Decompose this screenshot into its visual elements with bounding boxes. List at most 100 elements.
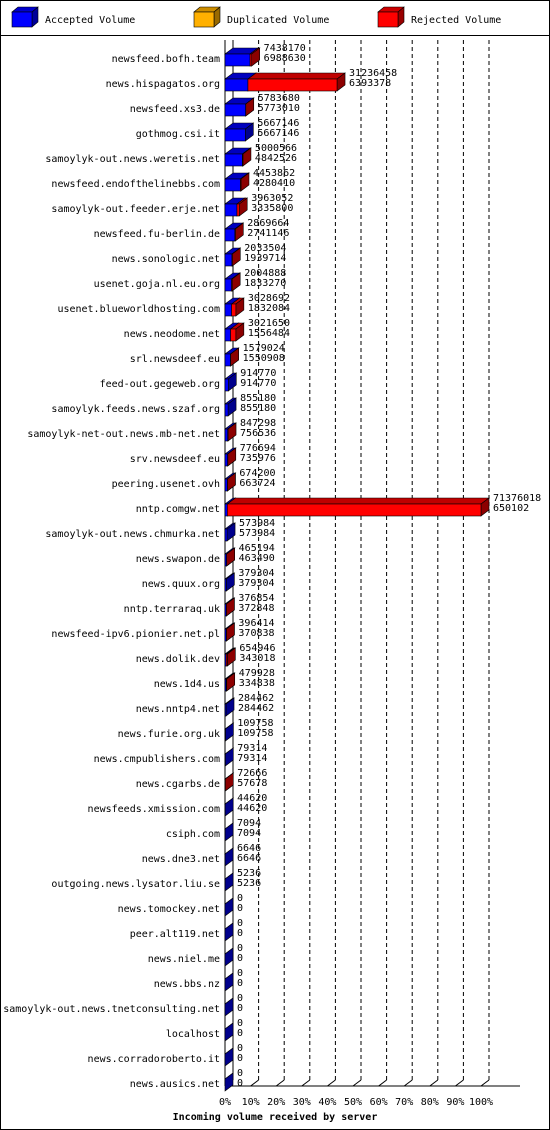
accepted-label: 0: [237, 1003, 243, 1014]
accepted-label: 6393378: [349, 78, 391, 89]
bar: [224, 403, 229, 417]
x-tick: [429, 1079, 439, 1087]
x-axis-title: Incoming volume received by server: [173, 1111, 378, 1123]
category-label: news.neodome.net: [124, 329, 220, 340]
bar: [224, 278, 232, 292]
bar: [249, 53, 252, 67]
bar-top-face: [247, 72, 346, 80]
total-label: 4453862: [253, 168, 295, 179]
total-label: 0: [237, 918, 243, 929]
bar: [224, 428, 229, 442]
accepted-label: 4842526: [255, 153, 297, 164]
bar-side-face: [224, 972, 234, 992]
accepted-label: 1550908: [243, 353, 285, 364]
category-label: samoylyk-out.news.chmurka.net: [45, 529, 220, 540]
bar: [224, 378, 229, 392]
x-tick: [352, 1079, 362, 1087]
category-label: newsfeed.fu-berlin.de: [94, 229, 220, 240]
total-label: 465194: [239, 543, 275, 554]
bar: [225, 653, 228, 667]
bar: [224, 578, 227, 592]
category-label: news.cgarbs.de: [136, 779, 220, 790]
total-label: 6646: [237, 843, 261, 854]
total-label: 674200: [239, 468, 275, 479]
accepted-label: 57678: [237, 778, 267, 789]
bar: [224, 203, 238, 217]
total-label: 3028692: [248, 293, 290, 304]
total-label: 0: [237, 893, 243, 904]
bar: [224, 328, 231, 342]
category-label: srl.newsdeef.eu: [130, 354, 220, 365]
total-label: 396414: [238, 618, 274, 629]
x-tick: [250, 1079, 259, 1087]
total-label: 2869664: [247, 218, 289, 229]
accepted-label: 0: [237, 1053, 243, 1064]
bar: [224, 303, 232, 317]
category-label: gothmog.csi.it: [136, 129, 220, 140]
x-tick-label: 20%: [267, 1097, 285, 1108]
x-tick-label: 70%: [395, 1097, 413, 1108]
category-label: samoylyk.feeds.news.szaf.org: [51, 404, 220, 415]
accepted-label: 44620: [237, 803, 267, 814]
bar: [224, 178, 241, 192]
accepted-label: 756536: [240, 428, 276, 439]
bar: [224, 703, 227, 717]
x-tick: [275, 1079, 285, 1087]
category-label: localhost: [166, 1029, 220, 1040]
accepted-label: 370838: [238, 628, 274, 639]
accepted-label: 3335800: [251, 203, 293, 214]
category-label: news.bbs.nz: [154, 979, 220, 990]
total-label: 7438170: [264, 43, 306, 54]
accepted-label: 650102: [493, 503, 529, 514]
accepted-label: 4280410: [253, 178, 295, 189]
bar-side-face: [224, 1072, 234, 1092]
total-label: 3021650: [248, 318, 290, 329]
bar-side-face: [224, 1022, 234, 1042]
bar: [224, 78, 249, 92]
bar: [231, 278, 233, 292]
accepted-label: 343018: [239, 653, 275, 664]
x-tick-label: 30%: [293, 1097, 311, 1108]
total-label: 71376018: [493, 493, 541, 504]
total-label: 5783680: [258, 93, 300, 104]
total-label: 109758: [237, 718, 273, 729]
accepted-label: 1939714: [244, 253, 286, 264]
category-label: peering.usenet.ovh: [112, 479, 220, 490]
category-label: news.nntp4.net: [136, 704, 220, 715]
legend-label: Rejected Volume: [411, 15, 501, 26]
category-label: newsfeed.endofthelinebbs.com: [51, 179, 220, 190]
x-tick-label: 80%: [421, 1097, 439, 1108]
bar: [224, 128, 246, 142]
total-label: 0: [237, 1018, 243, 1029]
total-label: 3963052: [251, 193, 293, 204]
total-label: 2004888: [244, 268, 286, 279]
bar-side-face: [224, 947, 234, 967]
accepted-label: 0: [237, 978, 243, 989]
category-label: newsfeeds.xmission.com: [88, 804, 220, 815]
total-label: 79314: [237, 743, 267, 754]
category-label: csiph.com: [166, 829, 220, 840]
bar: [224, 478, 228, 492]
category-label: news.sonologic.net: [112, 254, 220, 265]
accepted-label: 109758: [237, 728, 273, 739]
x-tick-label: 40%: [318, 1097, 336, 1108]
bar: [225, 678, 228, 692]
bar: [247, 78, 338, 92]
total-label: 776694: [240, 443, 276, 454]
accepted-label: 2741146: [247, 228, 289, 239]
accepted-label: 79314: [237, 753, 267, 764]
x-tick: [403, 1079, 413, 1087]
legend-label: Accepted Volume: [45, 15, 135, 26]
category-label: news.cmpublishers.com: [94, 754, 220, 765]
total-label: 1579024: [243, 343, 285, 354]
accepted-label: 0: [237, 1078, 243, 1089]
bar-side-face: [224, 897, 234, 917]
x-tick: [455, 1079, 464, 1087]
total-label: 284462: [238, 693, 274, 704]
total-label: 479928: [239, 668, 275, 679]
category-label: samoylyk-out.news.tnetconsulting.net: [3, 1004, 220, 1015]
bar: [224, 528, 228, 542]
total-label: 0: [237, 1043, 243, 1054]
category-label: feed-out.gegeweb.org: [100, 379, 220, 390]
bar: [230, 328, 237, 342]
